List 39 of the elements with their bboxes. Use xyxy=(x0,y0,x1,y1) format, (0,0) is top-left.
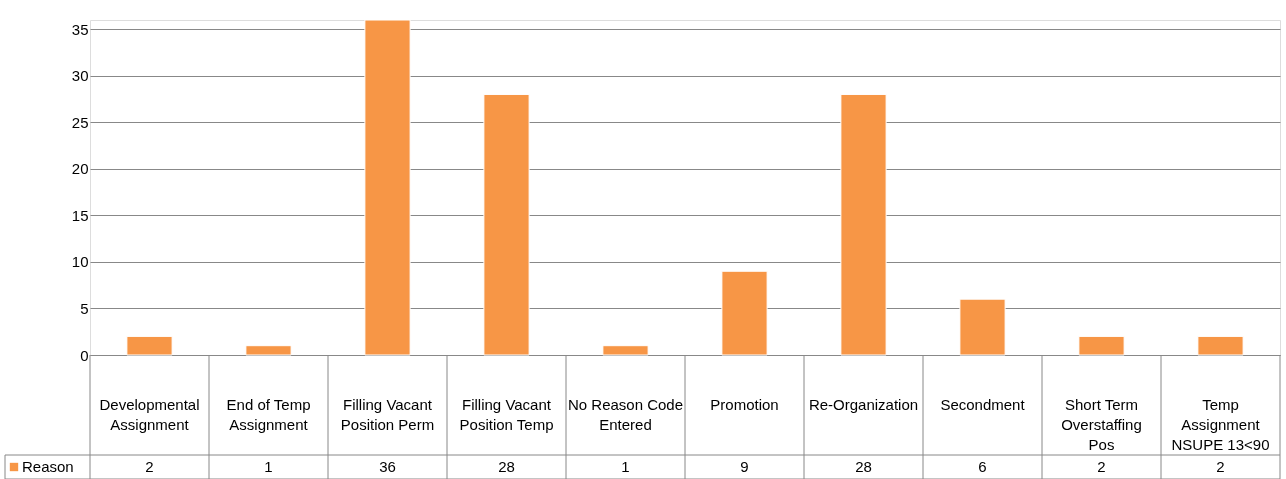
x-tick-label: Temp Assignment NSUPE 13<90 xyxy=(1171,396,1270,453)
data-label: 1 xyxy=(621,458,630,475)
bar xyxy=(126,335,173,356)
x-tick-label: End of Temp Assignment xyxy=(226,396,311,433)
data-label: 2 xyxy=(145,458,154,475)
y-tick-label: 5 xyxy=(80,299,89,317)
y-tick-label: 15 xyxy=(71,206,89,224)
bar xyxy=(1197,335,1244,356)
y-tick-label: 0 xyxy=(80,346,89,364)
data-label: 28 xyxy=(498,458,515,475)
y-tick-label: 30 xyxy=(71,67,89,85)
y-tick-label: 20 xyxy=(71,160,89,178)
bar xyxy=(483,93,530,356)
bar xyxy=(245,345,292,356)
x-tick-label: Developmental Assignment xyxy=(99,396,200,433)
data-label: 1 xyxy=(264,458,273,475)
data-label: 6 xyxy=(978,458,987,475)
x-tick-label: Re-Organization xyxy=(808,396,919,413)
data-label: 28 xyxy=(855,458,872,475)
x-tick-label: Secondment xyxy=(940,396,1026,413)
legend-label: Reason xyxy=(22,458,74,475)
x-tick-label: Filling Vacant Position Temp xyxy=(459,396,554,433)
data-label: 36 xyxy=(379,458,396,475)
bar xyxy=(1078,335,1125,356)
bar xyxy=(959,298,1006,356)
y-tick-label: 10 xyxy=(71,253,89,271)
x-tick-label: Short Term Overstaffing Pos xyxy=(1061,396,1142,453)
y-tick-label: 25 xyxy=(71,113,89,131)
data-label: 2 xyxy=(1097,458,1106,475)
bar xyxy=(721,270,768,356)
y-tick-label: 35 xyxy=(71,20,89,38)
x-tick-label: Filling Vacant Position Perm xyxy=(340,396,435,433)
data-label: 2 xyxy=(1216,458,1225,475)
bar xyxy=(602,345,649,356)
bar xyxy=(364,19,411,356)
x-tick-label: Promotion xyxy=(710,396,779,413)
data-label: 9 xyxy=(740,458,749,475)
x-tick-label: No Reason Code Entered xyxy=(567,396,684,433)
bar xyxy=(840,93,887,356)
